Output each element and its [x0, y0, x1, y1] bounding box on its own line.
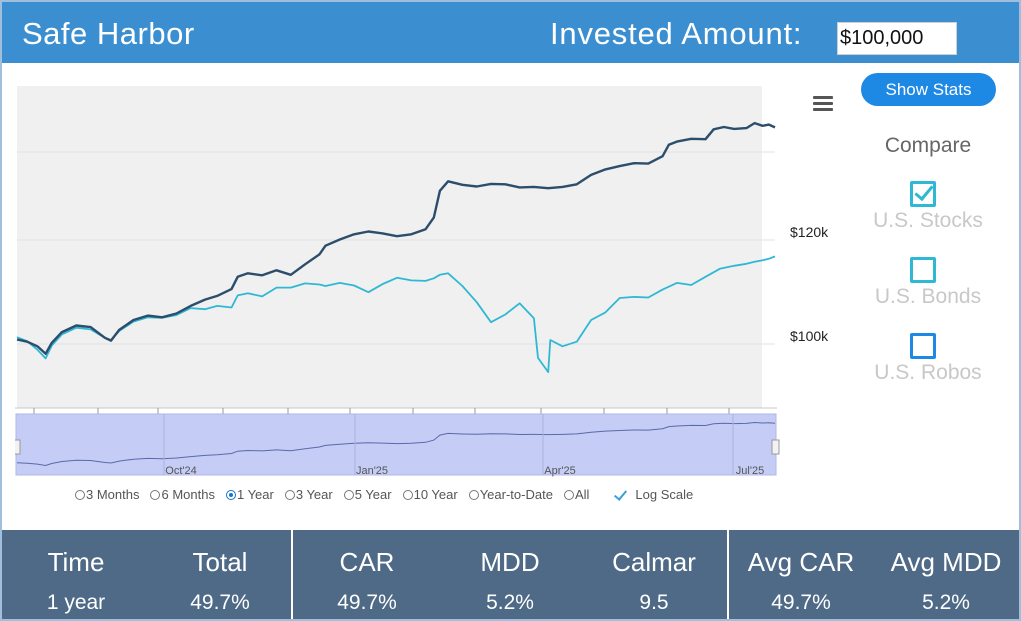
range-option[interactable]: 10 Year — [402, 487, 458, 502]
stat-calmar-label: Calmar — [612, 547, 696, 577]
series-line — [16, 121, 776, 355]
stats-divider — [727, 530, 729, 619]
log-scale-label: Log Scale — [635, 487, 694, 502]
stat-car-label: CAR — [339, 547, 395, 577]
chart-area: $100k$120kAug'24Sep'24Oct'24Nov'24Dec'24… — [15, 70, 845, 520]
plot-background — [17, 86, 762, 408]
header-bar: Safe Harbor Invested Amount: — [2, 2, 1019, 63]
invested-amount-input[interactable] — [837, 22, 957, 55]
navigator-selection[interactable] — [15, 413, 777, 476]
navigator-line — [16, 421, 776, 467]
show-stats-button[interactable]: Show Stats — [861, 73, 996, 106]
stat-car-value: 49.7% — [337, 591, 397, 614]
performance-chart: $100k$120kAug'24Sep'24Oct'24Nov'24Dec'24… — [15, 86, 829, 477]
y-tick-label: $100k — [790, 328, 829, 344]
range-option[interactable]: 6 Months — [150, 487, 215, 502]
compare-label: U.S. Stocks — [873, 209, 983, 232]
radio-button[interactable] — [284, 489, 295, 500]
log-scale-toggle[interactable]: Log Scale — [614, 487, 693, 502]
range-option[interactable]: 3 Year — [284, 487, 333, 502]
range-option-label: 1 Year — [236, 487, 274, 502]
range-selector: 3 Months 6 Months 1 Year 3 Year 5 Year 10 Yea… — [75, 487, 693, 502]
range-option-label: 6 Months — [161, 487, 215, 502]
range-option-label: Year-to-Date — [479, 487, 553, 502]
range-option-label: 3 Year — [295, 487, 333, 502]
stat-avg-car-label: Avg CAR — [747, 547, 855, 577]
stat-avg-mdd-value: 5.2% — [922, 591, 970, 614]
range-option[interactable]: 5 Year — [343, 487, 392, 502]
stats-divider — [291, 530, 293, 619]
compare-label: U.S. Bonds — [874, 285, 982, 308]
stat-avg-car-value: 49.7% — [771, 591, 831, 614]
range-option-label: 5 Year — [354, 487, 392, 502]
app-title: Safe Harbor — [22, 16, 195, 51]
stat-time-value: 1 year — [46, 591, 106, 614]
radio-button[interactable] — [150, 489, 161, 500]
compare-label: U.S. Robos — [874, 361, 982, 384]
navigator-label: Jul'25 — [736, 465, 764, 477]
radio-button[interactable] — [225, 489, 236, 500]
compare-checkbox[interactable] — [910, 181, 936, 207]
navigator-handle[interactable] — [15, 439, 21, 455]
navigator-handle[interactable] — [771, 439, 780, 455]
range-option-label: All — [574, 487, 590, 502]
compare-title: Compare — [884, 134, 972, 157]
stat-mdd-label: MDD — [480, 547, 540, 577]
chart-menu-icon[interactable] — [813, 96, 833, 114]
compare-checkbox[interactable] — [910, 257, 936, 283]
stat-calmar-value: 9.5 — [639, 591, 669, 614]
stats-bar: Time 1 year Total 49.7% CAR 49.7% MDD 5.… — [2, 530, 1019, 619]
range-option[interactable]: Year-to-Date — [468, 487, 553, 502]
y-tick-label: $120k — [790, 224, 829, 240]
compare-checkbox[interactable] — [910, 333, 936, 359]
stat-mdd-value: 5.2% — [486, 591, 534, 614]
navigator-label: Oct'24 — [165, 465, 196, 477]
navigator-label: Jan'25 — [356, 465, 388, 477]
range-option-label: 3 Months — [86, 487, 140, 502]
stat-total-value: 49.7% — [190, 591, 250, 614]
stat-time-label: Time — [47, 547, 105, 577]
navigator-label: Apr'25 — [544, 465, 575, 477]
radio-button[interactable] — [468, 489, 479, 500]
radio-button[interactable] — [563, 489, 574, 500]
radio-button[interactable] — [343, 489, 354, 500]
range-option-label: 10 Year — [413, 487, 458, 502]
stat-total-label: Total — [192, 547, 248, 577]
checkmark-icon[interactable] — [614, 489, 626, 501]
radio-button[interactable] — [75, 489, 85, 500]
stat-avg-mdd-label: Avg MDD — [890, 547, 1002, 577]
invested-amount-label: Invested Amount: — [550, 16, 803, 51]
range-option[interactable]: 1 Year — [225, 487, 274, 502]
range-option[interactable]: All — [563, 487, 590, 502]
range-option[interactable]: 3 Months — [75, 487, 139, 502]
radio-button[interactable] — [402, 489, 413, 500]
